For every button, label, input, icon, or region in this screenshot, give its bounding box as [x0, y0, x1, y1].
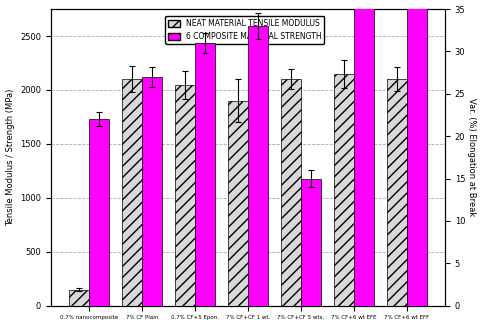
Bar — [248, 26, 268, 306]
Bar — [142, 77, 162, 306]
Bar — [195, 43, 215, 306]
Bar — [228, 101, 248, 306]
Bar — [407, 0, 427, 306]
Legend: NEAT MATERIAL TENSILE MODULUS, 6 COMPOSITE MATERIAL STRENGTH: NEAT MATERIAL TENSILE MODULUS, 6 COMPOSI… — [165, 16, 324, 44]
Bar — [281, 79, 301, 306]
Bar — [354, 0, 374, 306]
Bar — [175, 84, 195, 306]
Bar — [89, 119, 109, 306]
Bar — [301, 179, 321, 306]
Bar — [69, 289, 89, 306]
Y-axis label: Var. (%) Elongation at Break: Var. (%) Elongation at Break — [468, 98, 476, 216]
Y-axis label: Tensile Modulus / Strength (MPa): Tensile Modulus / Strength (MPa) — [6, 89, 14, 226]
Bar — [387, 79, 407, 306]
Bar — [334, 74, 354, 306]
Bar — [122, 79, 142, 306]
